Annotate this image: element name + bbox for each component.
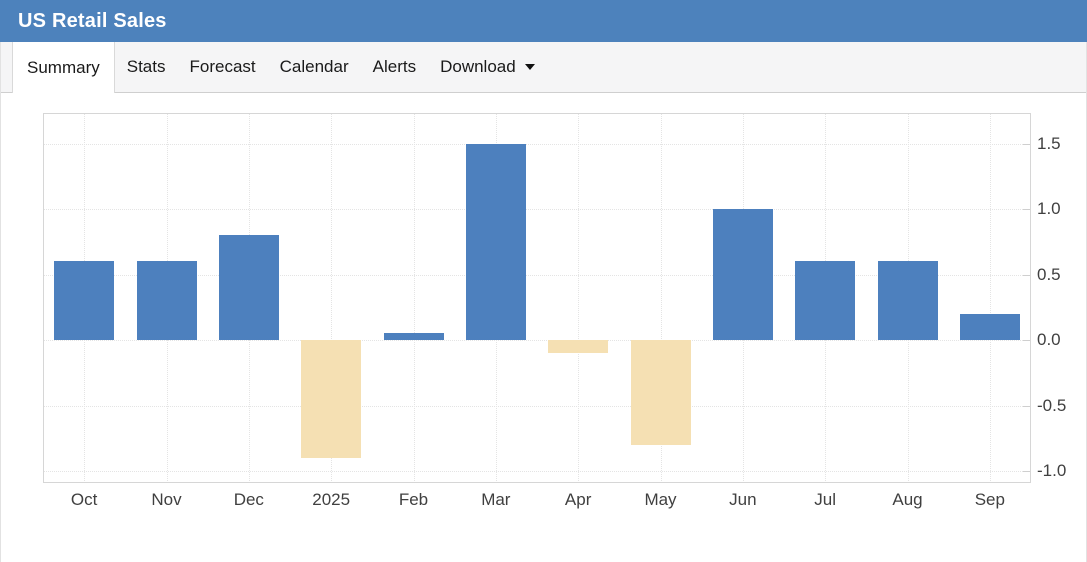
- tab-label: Calendar: [279, 57, 349, 76]
- tab-label: Forecast: [189, 57, 256, 76]
- y-axis-tick: [1023, 143, 1031, 145]
- widget-body: Summary Stats Forecast Calendar Alerts Downlo…: [0, 42, 1087, 562]
- chevron-down-icon: [524, 64, 535, 70]
- tab-stats[interactable]: Stats: [115, 42, 178, 92]
- x-axis-label: Dec: [233, 490, 264, 509]
- bar-aug[interactable]: [877, 261, 938, 340]
- y-axis-label: -0.5: [1037, 395, 1067, 415]
- x-gridline: [578, 113, 580, 483]
- bar-2025[interactable]: [301, 340, 362, 458]
- tab-label: Alerts: [372, 57, 417, 76]
- x-axis-label: 2025: [312, 490, 351, 509]
- x-axis-label: Feb: [398, 490, 429, 509]
- bar-jun[interactable]: [712, 209, 773, 340]
- bar-nov[interactable]: [136, 261, 197, 340]
- x-gridline: [413, 113, 415, 483]
- bar-dec[interactable]: [218, 235, 279, 340]
- y-gridline: [43, 405, 1031, 407]
- tab-bar: Summary Stats Forecast Calendar Alerts Downlo…: [1, 42, 1086, 93]
- y-axis-tick: [1023, 209, 1031, 210]
- x-gridline: [660, 113, 662, 483]
- bar-mar[interactable]: [465, 143, 526, 340]
- bar-oct[interactable]: [54, 261, 115, 340]
- x-axis-label: May: [644, 490, 677, 509]
- x-gridline: [989, 113, 991, 483]
- x-axis-label: Apr: [564, 490, 592, 509]
- x-gridline: [331, 113, 333, 483]
- chart-area: U.S. Census Bureau Value Chg 1.51.00.50.…: [1, 93, 1086, 562]
- y-gridline: [43, 340, 1031, 341]
- tab-summary[interactable]: Summary: [12, 42, 115, 93]
- y-axis-tick: [1023, 405, 1031, 407]
- bar-may[interactable]: [630, 340, 691, 445]
- y-axis-tick: [1023, 471, 1031, 472]
- bar-feb[interactable]: [383, 333, 444, 340]
- y-gridline: [43, 209, 1031, 210]
- y-axis-label: 0.5: [1037, 264, 1061, 284]
- x-axis-label: Mar: [481, 490, 511, 509]
- widget-header: US Retail Sales: [0, 0, 1087, 42]
- tab-forecast[interactable]: Forecast: [177, 42, 267, 92]
- tab-label: Download: [440, 57, 516, 76]
- y-axis-label: 1.0: [1037, 199, 1061, 218]
- y-axis-label: 0.0: [1037, 330, 1061, 349]
- x-axis-label: Sep: [974, 490, 1005, 509]
- x-axis-label: Nov: [151, 490, 182, 509]
- bar-jul[interactable]: [795, 261, 856, 340]
- tab-alerts[interactable]: Alerts: [361, 42, 428, 92]
- page-title: US Retail Sales: [18, 9, 167, 32]
- plot-area: [43, 113, 1031, 483]
- x-axis-label: Oct: [70, 490, 98, 509]
- y-axis-label: -1.0: [1037, 461, 1067, 480]
- y-gridline: [43, 143, 1031, 145]
- y-axis-tick: [1023, 340, 1031, 341]
- y-gridline: [43, 471, 1031, 472]
- bar-sep[interactable]: [959, 313, 1020, 340]
- tab-calendar[interactable]: Calendar: [268, 42, 361, 92]
- y-axis-label: 1.5: [1037, 133, 1061, 153]
- tab-label: Stats: [126, 57, 166, 76]
- tab-download[interactable]: Download: [428, 42, 547, 92]
- x-axis-label: Jul: [814, 490, 837, 509]
- x-axis-label: Aug: [892, 490, 923, 509]
- y-axis-tick: [1023, 274, 1031, 276]
- y-gridline: [43, 274, 1031, 276]
- bar-apr[interactable]: [548, 340, 609, 354]
- tab-label: Summary: [27, 57, 100, 77]
- x-axis-label: Jun: [729, 490, 757, 509]
